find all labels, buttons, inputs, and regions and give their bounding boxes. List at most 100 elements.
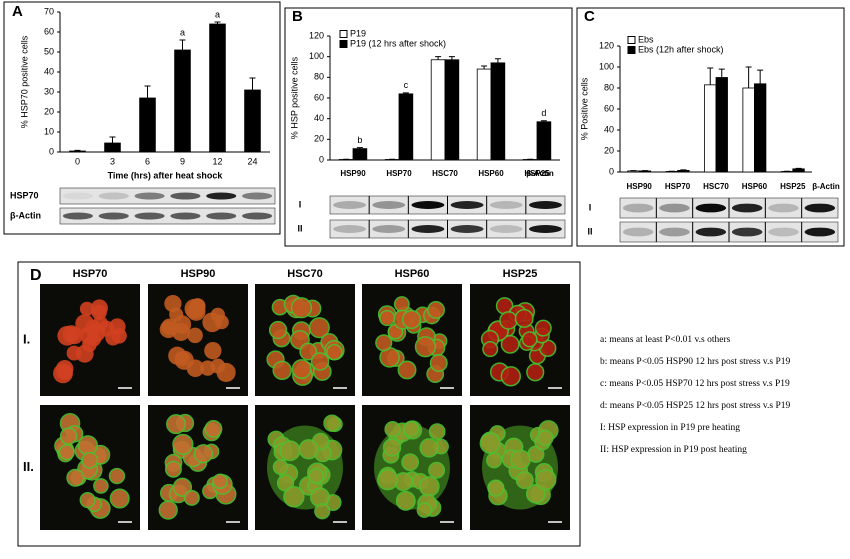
bar — [793, 169, 805, 172]
cell — [385, 422, 400, 437]
y-tick-label: 0 — [609, 166, 614, 176]
cell — [79, 436, 98, 455]
cell — [57, 365, 72, 380]
bar — [353, 149, 367, 160]
blot-band — [768, 204, 799, 213]
cell — [173, 435, 193, 455]
y-tick-label: 20 — [44, 106, 54, 116]
cell — [395, 297, 409, 311]
x-tick-label: 3 — [110, 156, 115, 166]
x-axis-label: Time (hrs) after heat shock — [108, 170, 224, 180]
cell — [398, 361, 415, 378]
blot-label: β-Actin — [10, 210, 41, 220]
x-tick-label: HSP70 — [665, 182, 691, 191]
bar — [491, 63, 505, 160]
cell — [511, 450, 530, 469]
error-bar — [680, 170, 686, 171]
bar — [445, 60, 459, 160]
y-tick-label: 120 — [309, 30, 324, 40]
note: I: HSP expression in P19 pre heating — [600, 423, 740, 433]
blot-band — [451, 225, 484, 233]
legend-label: Ebs (12h after shock) — [638, 44, 724, 54]
legend-label: P19 — [350, 28, 366, 38]
cell — [270, 322, 287, 339]
y-axis-label: % HSP70 positive cells — [19, 35, 29, 128]
bar — [431, 60, 445, 160]
cell — [211, 308, 225, 322]
cell — [82, 453, 97, 468]
error-bar — [435, 57, 441, 60]
bar — [477, 69, 491, 160]
cell — [312, 353, 329, 370]
error-bar — [757, 70, 763, 84]
significance-letter: d — [541, 108, 546, 118]
blot-band — [768, 228, 799, 237]
cell — [384, 439, 401, 456]
cell — [480, 433, 500, 453]
note: c: means P<0.05 HSP70 12 hrs post stress… — [600, 379, 790, 389]
cell — [169, 308, 183, 322]
y-axis-label: % Positive cells — [579, 77, 589, 140]
bar — [210, 24, 226, 152]
y-tick-label: 70 — [44, 6, 54, 16]
x-tick-label: HSP25 — [780, 182, 806, 191]
cell — [324, 415, 340, 431]
cell — [428, 302, 444, 318]
error-bar — [796, 168, 802, 169]
cell — [417, 503, 431, 517]
bar — [537, 122, 551, 160]
note: d: means P<0.05 HSP25 12 hrs post stress… — [600, 401, 791, 411]
x-tick-label: HSP60 — [478, 169, 504, 178]
y-tick-label: 100 — [309, 51, 324, 61]
cell — [536, 470, 556, 490]
legend-swatch — [628, 37, 635, 44]
bar — [70, 151, 86, 152]
bar — [678, 170, 690, 172]
cell — [397, 492, 415, 510]
error-bar — [707, 68, 713, 85]
column-label: HSP90 — [181, 268, 216, 280]
blot-label: II — [587, 226, 592, 236]
significance-letter: c — [404, 80, 409, 90]
significance-letter: a — [215, 9, 220, 19]
blot-label: β-Actin — [526, 169, 554, 178]
cell — [501, 367, 520, 386]
cell — [429, 463, 444, 478]
column-label: HSC70 — [287, 268, 322, 280]
legend-swatch — [340, 31, 347, 38]
blot-band — [623, 228, 654, 237]
cell — [67, 469, 84, 486]
cell — [80, 326, 99, 345]
blot-band — [623, 204, 654, 213]
blot-band — [805, 228, 836, 237]
cell — [536, 320, 551, 335]
cell — [404, 422, 419, 437]
blot-band — [242, 192, 272, 199]
cell — [94, 479, 108, 493]
y-tick-label: 20 — [604, 145, 614, 155]
significance-letter: a — [180, 27, 185, 37]
bar — [716, 78, 728, 173]
blot-band — [372, 201, 405, 209]
cell — [538, 430, 553, 445]
cell — [522, 332, 537, 347]
blot-band — [659, 228, 690, 237]
cell — [109, 318, 126, 335]
cell — [403, 311, 421, 329]
blot-band — [659, 204, 690, 213]
y-tick-label: 60 — [604, 103, 614, 113]
blot-band — [333, 225, 366, 233]
row-label: II. — [23, 459, 34, 474]
error-bar — [449, 57, 455, 60]
error-bar — [180, 40, 186, 50]
bar — [743, 88, 755, 172]
x-tick-label: 9 — [180, 156, 185, 166]
blot-band — [696, 228, 727, 237]
blot-band — [206, 192, 236, 199]
y-tick-label: 10 — [44, 126, 54, 136]
y-tick-label: 100 — [599, 61, 614, 71]
y-tick-label: 40 — [314, 113, 324, 123]
cell — [80, 302, 94, 316]
x-tick-label: HSC70 — [432, 169, 458, 178]
